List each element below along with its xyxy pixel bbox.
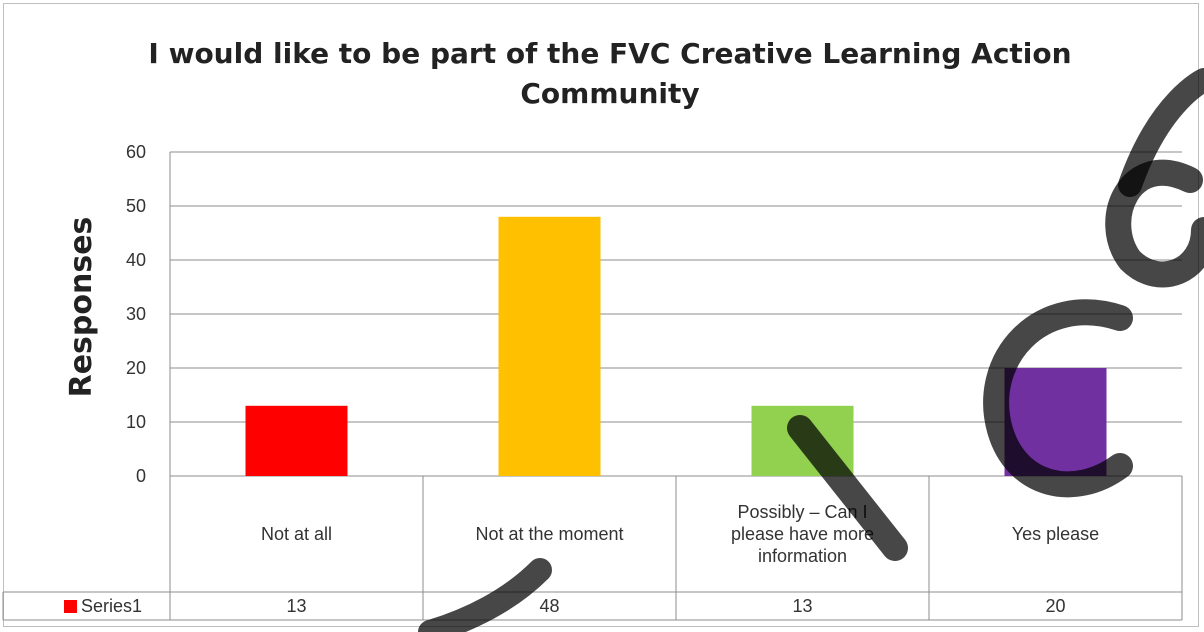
data-table-value: 48	[539, 596, 559, 616]
legend-label-series1: Series1	[81, 596, 142, 616]
y-tick-label: 60	[126, 142, 146, 162]
bar	[751, 405, 854, 476]
chart-title: I would like to be part of the FVC Creat…	[0, 34, 1204, 114]
y-tick-label: 0	[136, 466, 146, 486]
data-table-value: 20	[1045, 596, 1065, 616]
chart-title-line-1: I would like to be part of the FVC Creat…	[148, 37, 1072, 70]
x-category-label: information	[758, 546, 847, 566]
chart-title-line-2: Community	[520, 77, 700, 110]
bar	[1004, 368, 1107, 476]
x-category-label: Possibly – Can I	[737, 502, 867, 522]
y-tick-label: 30	[126, 304, 146, 324]
bar	[245, 405, 348, 476]
legend-key-series1	[64, 600, 77, 613]
y-tick-label: 50	[126, 196, 146, 216]
data-table-value: 13	[792, 596, 812, 616]
bar	[498, 216, 601, 477]
y-tick-label: 10	[126, 412, 146, 432]
y-tick-label: 20	[126, 358, 146, 378]
data-table-value: 13	[286, 596, 306, 616]
y-tick-label: 40	[126, 250, 146, 270]
x-category-label: Not at all	[261, 524, 332, 544]
x-category-label: Not at the moment	[475, 524, 623, 544]
x-category-label: Yes please	[1012, 524, 1099, 544]
x-category-label: please have more	[731, 524, 874, 544]
